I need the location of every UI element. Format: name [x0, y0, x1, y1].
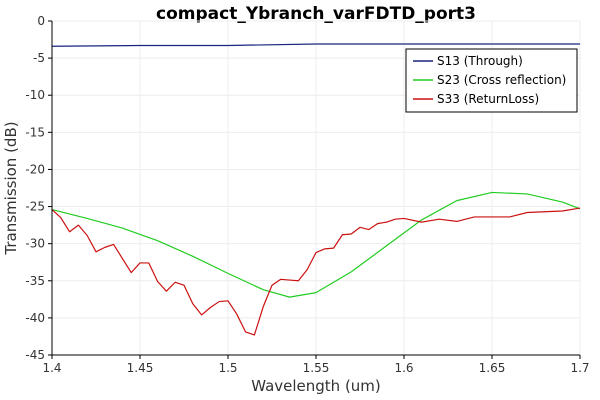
x-tick-label: 1.45 — [127, 361, 154, 375]
y-tick-label: -25 — [25, 200, 45, 214]
series-line-1 — [51, 43, 580, 47]
legend-entry: S13 (Through) — [437, 54, 523, 68]
plot-series — [51, 43, 581, 336]
x-axis-label: Wavelength (um) — [251, 377, 381, 395]
x-tick-label: 1.4 — [42, 361, 61, 375]
y-tick-label: -15 — [25, 125, 45, 139]
x-tick-label: 1.5 — [218, 361, 237, 375]
legend: S13 (Through) S23 (Cross reflection) S33 (… — [405, 48, 578, 113]
y-tick-label: -30 — [25, 237, 45, 251]
y-tick-label: -45 — [25, 348, 45, 362]
legend-entry: S33 (ReturnLoss) — [437, 92, 539, 106]
x-tick-label: 1.65 — [479, 361, 506, 375]
y-tick-label: -20 — [25, 162, 45, 176]
grid — [51, 20, 581, 356]
x-tick-label: 1.55 — [303, 361, 330, 375]
legend-entry: S23 (Cross reflection) — [437, 73, 566, 87]
y-tick-label: -35 — [25, 274, 45, 288]
tick-labels: 1.4 1.45 1.5 1.55 1.6 1.65 1.7 0 -5 -10 -15 -20 -25 -… — [25, 14, 589, 375]
series-line-2 — [51, 191, 581, 298]
series-line-3 — [51, 207, 581, 336]
y-tick-label: 0 — [37, 14, 45, 28]
y-tick-label: -40 — [25, 311, 45, 325]
axes — [48, 20, 581, 359]
x-tick-label: 1.7 — [570, 361, 589, 375]
y-tick-label: -10 — [25, 88, 45, 102]
y-axis-label: Transmission (dB) — [2, 121, 20, 255]
y-tick-label: -5 — [33, 51, 45, 65]
x-tick-label: 1.6 — [394, 361, 413, 375]
legend-box — [405, 48, 578, 113]
chart-title: compact_Ybranch_varFDTD_port3 — [156, 4, 476, 24]
